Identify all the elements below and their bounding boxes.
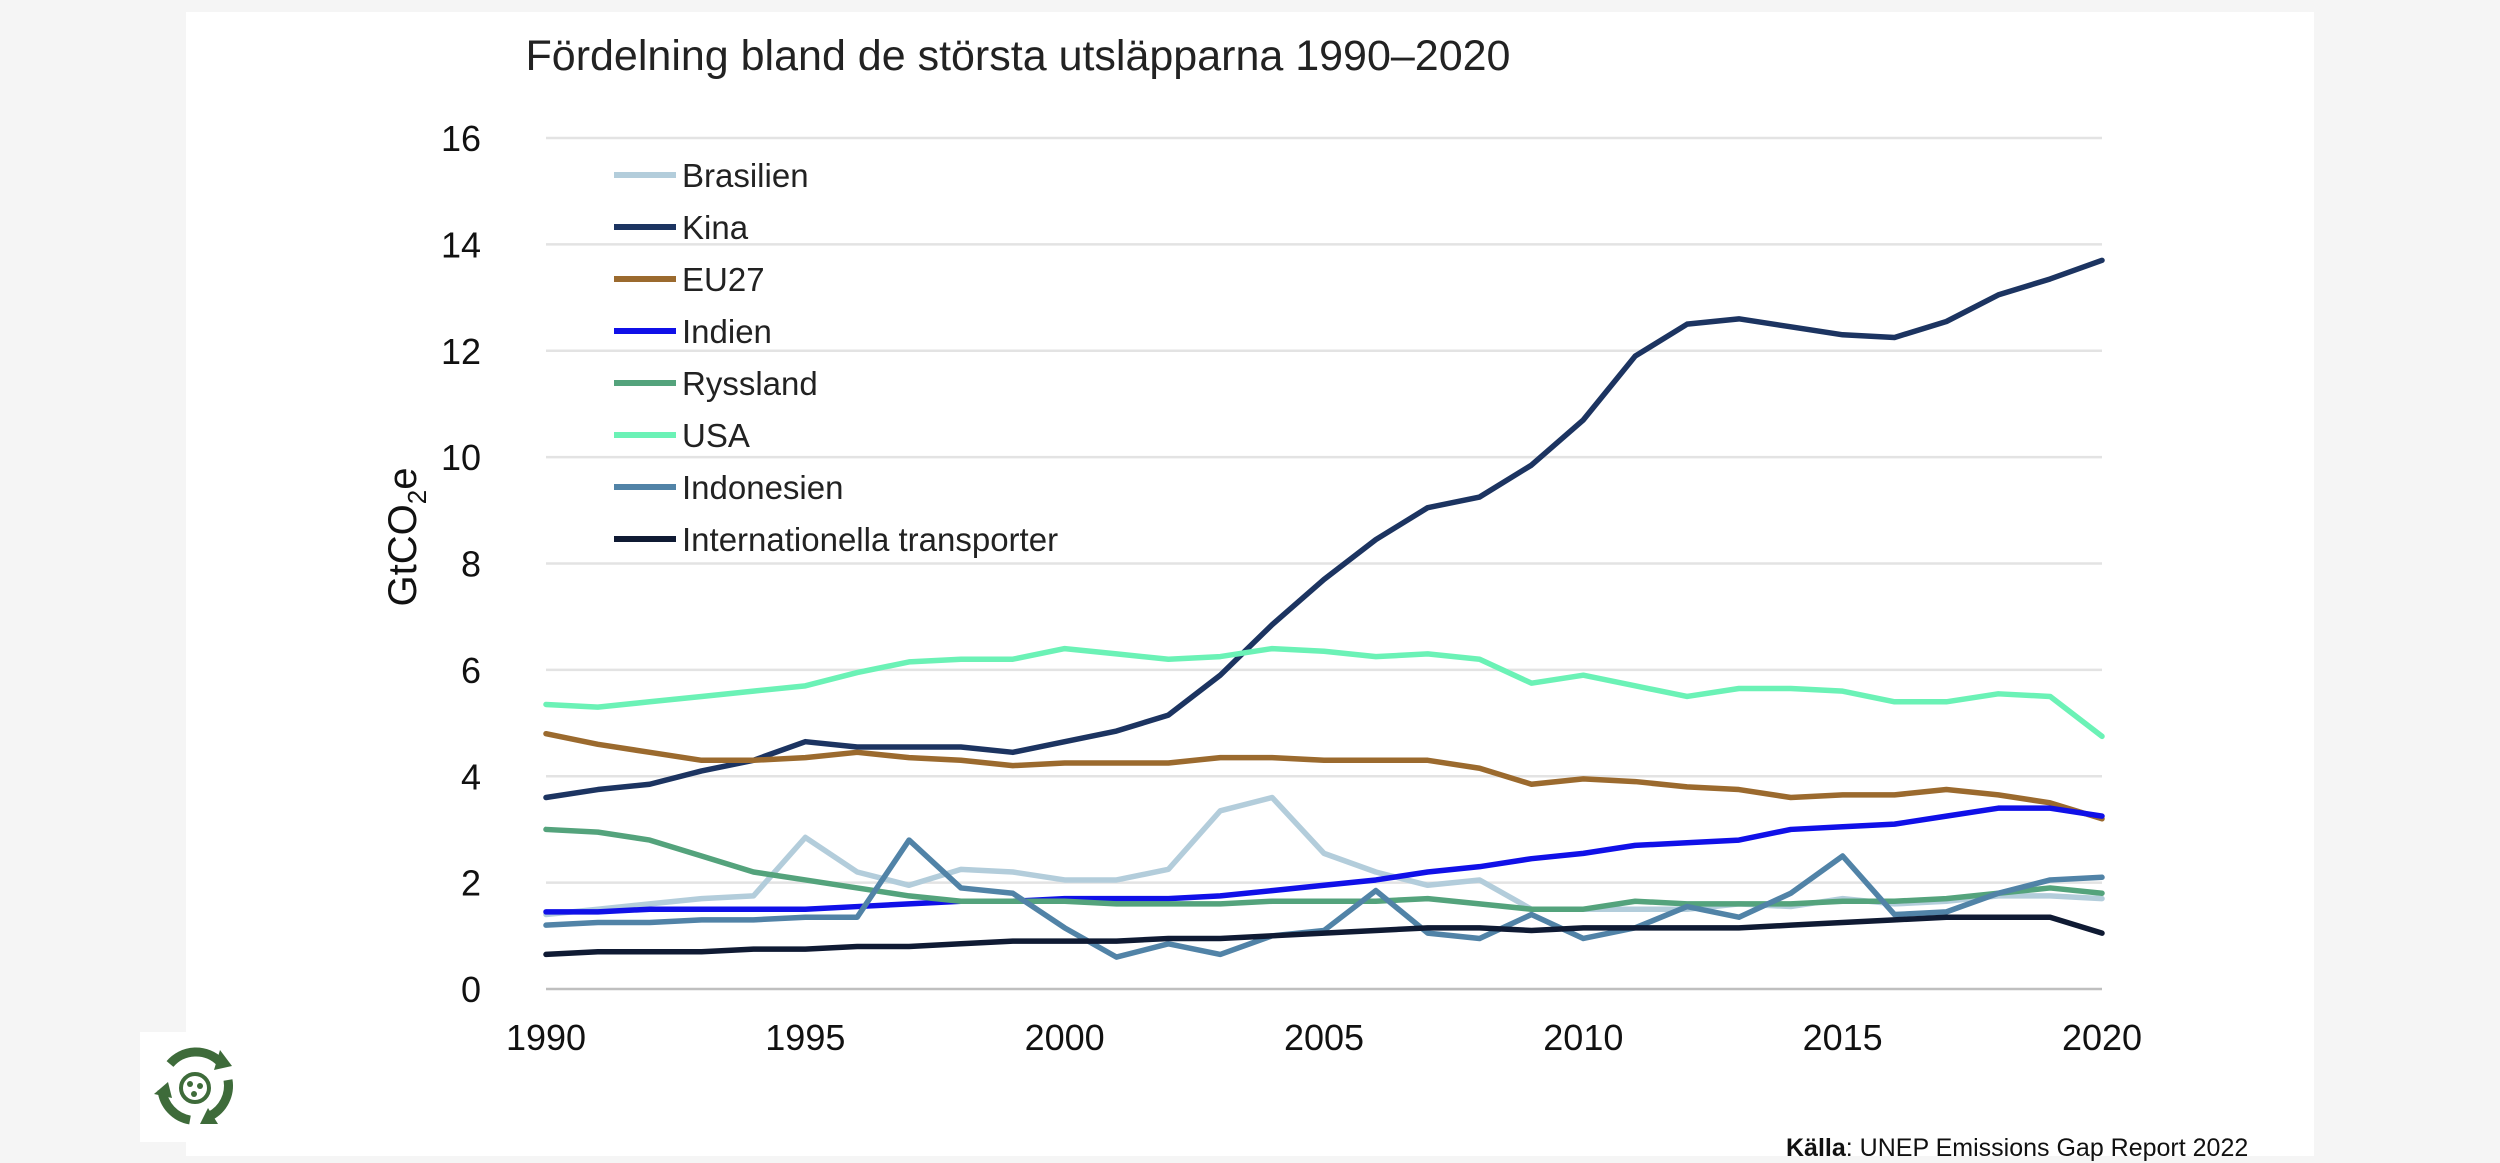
legend-label-indonesien: Indonesien <box>682 469 843 506</box>
y-axis-label: GtCO2e <box>381 468 432 607</box>
y-tick-label: 6 <box>461 650 481 691</box>
y-tick-label: 4 <box>461 756 481 797</box>
series-lines <box>543 257 2105 960</box>
line-chart: Fördelning bland de största utsläpparna … <box>381 32 2142 1058</box>
legend-label-usa: USA <box>682 417 750 454</box>
legend: Brasilien Kina EU27 Indien Ryssland USA Indone… <box>614 157 1058 558</box>
y-tick-label: 14 <box>441 224 481 265</box>
y-axis-label-sub: 2 <box>402 490 432 504</box>
y-axis-label-main: GtCO <box>381 504 425 606</box>
y-tick-label: 8 <box>461 544 481 585</box>
chart-panel: Fördelning bland de största utsläpparna … <box>186 12 2314 1162</box>
y-tick-label: 10 <box>441 437 481 478</box>
x-axis-ticks: 1990 1995 2000 2005 2010 2015 2020 <box>506 1017 2142 1058</box>
chart-title: Fördelning bland de största utsläpparna … <box>526 32 1511 80</box>
x-tick-label: 1990 <box>506 1017 586 1058</box>
recycle-globe-icon <box>154 1047 233 1125</box>
y-axis-ticks: 0 2 4 6 8 10 12 14 16 <box>441 118 481 1010</box>
x-tick-label: 2015 <box>1803 1017 1883 1058</box>
legend-label-indien: Indien <box>682 313 772 350</box>
x-tick-label: 2010 <box>1543 1017 1623 1058</box>
legend-label-ryssland: Ryssland <box>682 365 818 402</box>
source-label: Källa <box>1786 1134 1846 1162</box>
legend-label-eu27: EU27 <box>682 261 765 298</box>
grid <box>546 136 2102 991</box>
series-line-kina <box>543 257 2105 801</box>
y-tick-label: 2 <box>461 863 481 904</box>
x-tick-label: 2005 <box>1284 1017 1364 1058</box>
source-text: : UNEP Emissions Gap Report 2022 <box>1845 1134 2249 1162</box>
legend-label-internationella-transporter: Internationella transporter <box>682 521 1058 558</box>
series-line-internationella-transporter <box>543 914 2105 958</box>
x-tick-label: 2020 <box>2062 1017 2142 1058</box>
source-note: Källa: UNEP Emissions Gap Report 2022 <box>1786 1134 2248 1163</box>
y-tick-label: 16 <box>441 118 481 159</box>
x-tick-label: 2000 <box>1025 1017 1105 1058</box>
series-line-indien <box>543 805 2105 915</box>
x-tick-label: 1995 <box>765 1017 845 1058</box>
y-tick-label: 0 <box>461 969 481 1010</box>
legend-label-kina: Kina <box>682 209 749 246</box>
y-tick-label: 12 <box>441 331 481 372</box>
series-line-ryssland <box>543 826 2105 912</box>
y-axis-label-tail: e <box>381 468 425 490</box>
series-line-brasilien <box>543 794 2105 918</box>
series-line-usa <box>543 645 2105 740</box>
legend-label-brasilien: Brasilien <box>682 157 809 194</box>
series-line-eu27 <box>543 730 2105 822</box>
logo <box>140 1032 250 1142</box>
